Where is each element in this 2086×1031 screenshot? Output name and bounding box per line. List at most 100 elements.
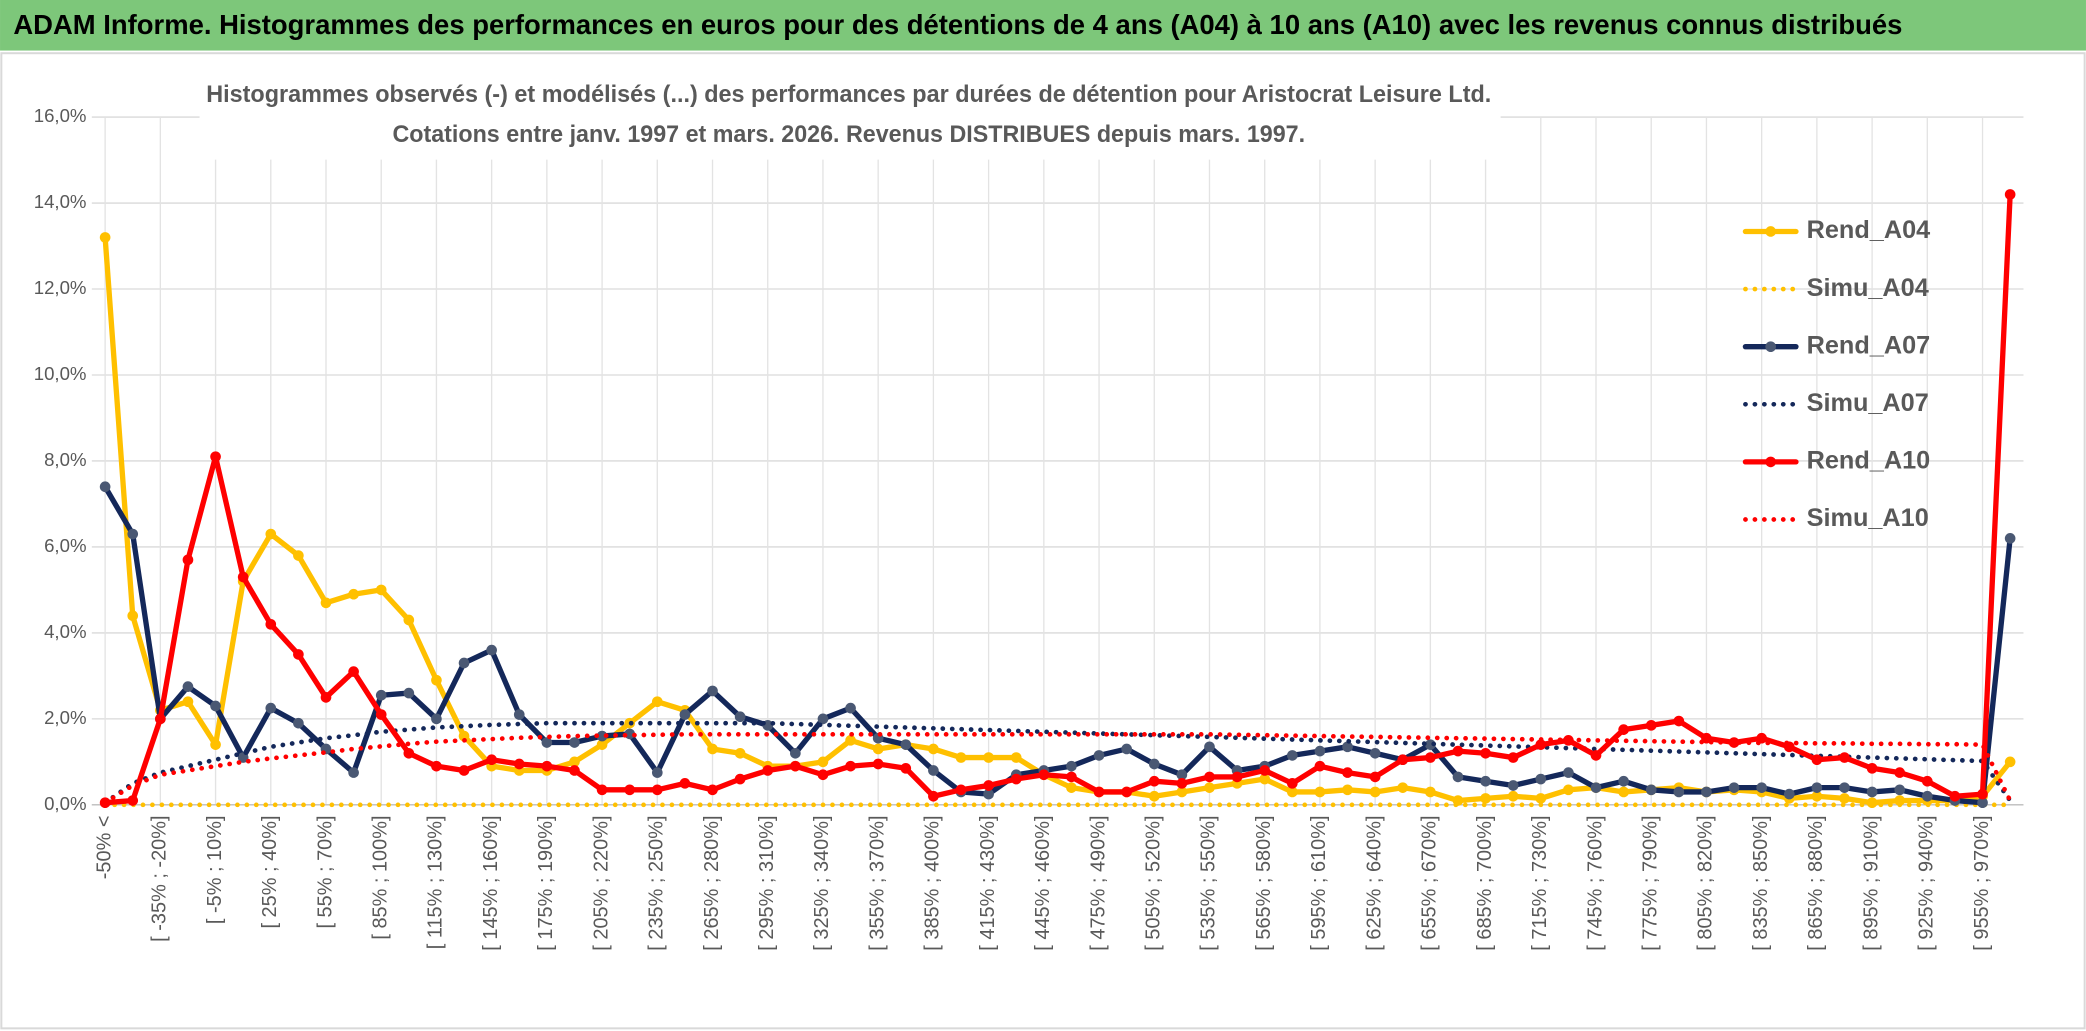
x-tick-label: [ 235% ; 250%] (646, 815, 668, 950)
marker (679, 709, 691, 720)
marker (707, 743, 718, 755)
marker (1618, 786, 1629, 798)
marker (1645, 719, 1657, 731)
marker (872, 758, 884, 770)
marker (127, 610, 139, 622)
marker (1176, 786, 1188, 798)
x-tick-label: [ 205% ; 220%] (590, 815, 612, 950)
marker (1507, 752, 1519, 763)
marker (1618, 775, 1629, 787)
marker (1673, 786, 1685, 798)
marker (1894, 795, 1906, 806)
marker (1728, 737, 1740, 748)
marker (651, 767, 663, 778)
marker (1066, 771, 1077, 783)
x-tick-label: [ 445% ; 460%] (1032, 815, 1054, 950)
marker (1148, 775, 1160, 787)
x-tick-label: [ 355% ; 370%] (866, 815, 888, 950)
marker (486, 644, 497, 656)
marker (541, 760, 553, 772)
marker (210, 739, 221, 750)
marker (403, 687, 415, 699)
y-tick-label: 2,0% (44, 707, 86, 728)
marker (1811, 782, 1823, 793)
chart-frame (0, 52, 2086, 1030)
marker (1204, 771, 1215, 783)
marker (734, 747, 746, 759)
chart-title: Histogrammes observés (-) et modélisés (… (206, 81, 1491, 108)
marker (1066, 782, 1077, 793)
marker (1535, 739, 1547, 750)
y-tick-label: 16,0% (34, 105, 87, 126)
marker (320, 597, 332, 609)
marker (1314, 786, 1326, 798)
marker (817, 756, 829, 768)
marker (817, 769, 829, 781)
marker (1839, 793, 1850, 804)
marker (983, 780, 994, 791)
x-tick-label: [ 85% ; 100%] (369, 815, 391, 939)
marker (182, 681, 194, 692)
marker (596, 730, 608, 742)
marker (348, 666, 359, 677)
x-tick-label: [ 145% ; 160%] (480, 815, 502, 950)
marker (375, 709, 387, 720)
plot-area: 0,0% 2,0% 4,0% 6,0% 8,0% 10,0% 12,0% 14,0% 16,0%… (34, 105, 2024, 951)
marker (431, 713, 442, 725)
marker (1314, 745, 1326, 757)
marker (845, 735, 856, 746)
marker (1535, 793, 1547, 804)
marker (1259, 773, 1271, 785)
marker (1783, 788, 1795, 800)
marker (1866, 786, 1878, 798)
marker (99, 481, 111, 493)
legend-label: Simu_A10 (1807, 504, 1929, 532)
marker (790, 760, 801, 772)
x-tick-label: [ 415% ; 430%] (977, 815, 999, 950)
marker (1811, 790, 1823, 802)
dotted-line (102, 720, 2013, 806)
marker (486, 754, 497, 766)
marker (1811, 754, 1823, 766)
dotted-line (102, 732, 2013, 806)
marker (320, 692, 332, 703)
line (102, 484, 2013, 806)
marker (1369, 771, 1381, 783)
marker (845, 760, 856, 772)
marker (1894, 767, 1906, 778)
marker (1535, 773, 1547, 785)
marker (596, 784, 608, 796)
marker (1010, 752, 1022, 763)
x-tick-label: [ 895% ; 910%] (1860, 815, 1882, 950)
marker (458, 657, 470, 669)
legend-label: Rend_A07 (1807, 331, 1931, 359)
marker (2004, 756, 2016, 768)
marker (513, 758, 525, 770)
x-tick-label: [ 655% ; 670%] (1419, 815, 1441, 950)
marker (1176, 769, 1188, 781)
x-tick-label: [ 265% ; 280%] (701, 815, 723, 950)
marker (541, 737, 553, 748)
marker (237, 571, 249, 583)
x-tick-label: [ 595% ; 610%] (1308, 815, 1330, 950)
marker (155, 713, 166, 725)
marker (1369, 786, 1381, 798)
marker (1921, 775, 1933, 787)
marker (1369, 747, 1381, 759)
x-tick-label: [ 925% ; 940%] (1916, 815, 1938, 950)
marker (651, 784, 663, 796)
marker (1977, 797, 1988, 809)
marker (1728, 782, 1740, 793)
x-tick-label: [ 25% ; 40%] (259, 815, 281, 928)
x-tick-label: [ 115% ; 130%] (425, 815, 447, 949)
marker (1452, 745, 1464, 757)
marker (1204, 741, 1215, 753)
marker (1286, 778, 1298, 789)
x-tick-label: [ 955% ; 970%] (1971, 815, 1993, 950)
marker (1286, 750, 1298, 761)
marker (1121, 743, 1132, 755)
marker (2004, 189, 2016, 200)
marker (1866, 762, 1878, 774)
